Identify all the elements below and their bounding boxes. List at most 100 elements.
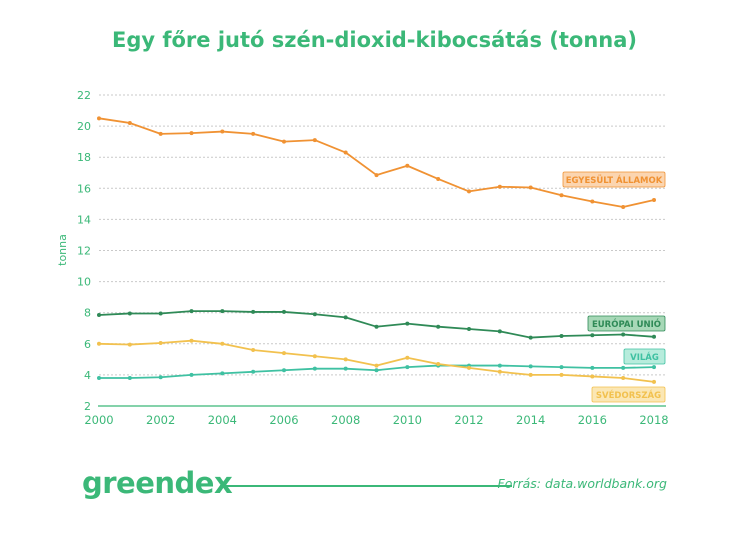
series-label-box xyxy=(562,171,666,188)
x-tick-label: 2014 xyxy=(516,413,545,427)
x-tick-label: 2004 xyxy=(208,413,237,427)
data-point xyxy=(621,376,626,381)
data-point xyxy=(590,333,595,338)
x-tick-label: 2010 xyxy=(393,413,422,427)
data-point xyxy=(220,309,225,314)
data-point xyxy=(97,376,101,381)
series-lines xyxy=(97,116,656,384)
data-point xyxy=(436,324,441,329)
data-point xyxy=(590,374,595,379)
data-point xyxy=(374,173,379,178)
line-chart: 2 4 6 8 10 12 14 16 18 20 22 2000 2002 2004 2006 2008 20… xyxy=(56,89,669,427)
data-point xyxy=(497,363,502,368)
data-point xyxy=(528,335,533,340)
axes: 2 4 6 8 10 12 14 16 18 20 22 2000 2002 2004 2006 2008 20… xyxy=(77,89,669,427)
footer-divider xyxy=(220,485,512,487)
y-axis-label: tonna xyxy=(56,234,69,266)
y-tick-label: 22 xyxy=(77,89,91,102)
data-point xyxy=(189,131,194,136)
data-point xyxy=(405,321,410,326)
data-point xyxy=(189,372,194,377)
data-point xyxy=(497,329,502,334)
x-tick-label: 2006 xyxy=(269,413,298,427)
series-label: EURÓPAI UNIÓ xyxy=(592,318,661,330)
data-point xyxy=(220,341,225,346)
data-point xyxy=(528,364,533,369)
data-point xyxy=(312,366,317,371)
data-point xyxy=(436,362,441,367)
data-point xyxy=(282,139,286,144)
data-point xyxy=(158,131,163,136)
data-point xyxy=(343,357,348,362)
data-point xyxy=(559,193,564,198)
greendex-logo: greendex xyxy=(82,466,233,500)
data-point xyxy=(97,313,101,318)
data-point xyxy=(621,204,626,209)
data-point xyxy=(621,365,626,370)
data-point xyxy=(97,341,101,346)
series-line xyxy=(98,310,655,339)
x-tick-label: 2016 xyxy=(578,413,607,427)
data-point xyxy=(158,341,163,346)
data-point xyxy=(312,312,317,317)
data-point xyxy=(497,184,502,189)
data-point xyxy=(343,150,348,155)
data-point xyxy=(189,338,194,343)
series-label: EGYESÜLT ÁLLAMOK xyxy=(566,174,663,186)
x-tick-label: 2008 xyxy=(331,413,360,427)
series-label: SVÉDORSZÁG xyxy=(596,389,661,401)
x-tick-label: 2018 xyxy=(639,413,668,427)
chart-title: Egy főre jutó szén-dioxid-kibocsátás (to… xyxy=(111,28,638,52)
data-point xyxy=(559,372,564,377)
data-point xyxy=(436,176,441,181)
data-point xyxy=(374,324,379,329)
data-point xyxy=(312,138,317,143)
y-tick-label: 18 xyxy=(77,151,91,164)
data-point xyxy=(590,365,595,370)
data-point xyxy=(343,315,348,320)
data-point xyxy=(127,311,132,316)
data-point xyxy=(374,368,379,373)
data-point xyxy=(127,120,132,125)
data-point xyxy=(127,376,132,381)
data-point xyxy=(158,311,163,316)
data-point xyxy=(467,189,471,194)
data-point xyxy=(652,197,656,202)
data-point xyxy=(189,309,194,314)
data-point xyxy=(158,375,163,380)
x-tick-label: 2002 xyxy=(146,413,175,427)
data-point xyxy=(312,354,317,359)
data-point xyxy=(559,365,564,370)
data-point xyxy=(220,129,225,134)
data-point xyxy=(251,309,256,314)
y-tick-label: 6 xyxy=(84,338,91,351)
x-tick-label: 2012 xyxy=(454,413,483,427)
series-labels: EGYESÜLT ÁLLAMOK EURÓPAI UNIÓ VILÁG SVÉDORS… xyxy=(562,171,666,403)
source-note: Forrás: data.worldbank.org xyxy=(497,476,667,491)
y-tick-label: 10 xyxy=(77,276,91,289)
y-tick-label: 12 xyxy=(77,245,91,258)
series-line xyxy=(98,117,655,208)
data-point xyxy=(497,369,502,374)
data-point xyxy=(405,163,410,168)
y-tick-label: 2 xyxy=(84,400,91,413)
data-point xyxy=(528,185,533,190)
data-point xyxy=(405,355,410,360)
y-tick-label: 20 xyxy=(77,120,91,133)
data-point xyxy=(590,199,595,204)
data-point xyxy=(374,363,379,368)
data-point xyxy=(405,365,410,370)
data-point xyxy=(652,334,656,339)
data-point xyxy=(528,372,533,377)
data-point xyxy=(559,334,564,339)
data-point xyxy=(282,368,286,373)
data-point xyxy=(220,371,225,376)
y-tick-label: 4 xyxy=(84,369,91,382)
data-point xyxy=(652,379,656,384)
y-tick-label: 16 xyxy=(77,182,91,195)
data-point xyxy=(652,365,656,370)
data-point xyxy=(251,369,256,374)
data-point xyxy=(97,116,101,121)
x-tick-label: 2000 xyxy=(84,413,113,427)
data-point xyxy=(343,366,348,371)
